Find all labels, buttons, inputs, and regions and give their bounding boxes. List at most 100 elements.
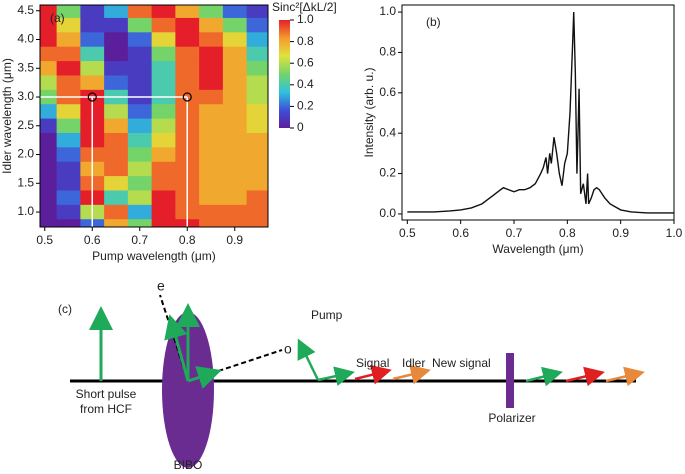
x-tick-label: 0.9 — [226, 233, 243, 247]
heatmap-cell — [56, 46, 81, 62]
heatmap-cell — [246, 61, 268, 76]
plot-frame — [401, 4, 675, 221]
marker — [87, 92, 97, 102]
heatmap-cell — [246, 204, 268, 220]
heatmap-cell — [40, 17, 58, 33]
y-tick-label: 4.0 — [17, 32, 34, 46]
signal-label: Signal — [356, 356, 389, 370]
heatmap-cell — [104, 132, 129, 148]
heatmap-cell — [104, 204, 129, 220]
heatmap-cell — [151, 61, 176, 76]
idler-arrow — [565, 366, 605, 387]
heatmap-cell — [246, 75, 268, 91]
e-label: e — [157, 278, 165, 294]
y-tick-label: 4.5 — [17, 3, 34, 17]
heatmap-cell — [104, 32, 129, 48]
heatmap-cells — [40, 5, 268, 227]
heatmap-cell — [56, 190, 81, 206]
y-tick-label: 2.5 — [17, 118, 34, 132]
heatmap-cell — [56, 32, 81, 48]
x-tick-label: 0.9 — [612, 226, 629, 240]
polarization-arrow — [164, 314, 190, 382]
polarizer-label: Polarizer — [488, 411, 535, 425]
heatmap-cell — [127, 190, 153, 206]
heatmap-cell — [151, 5, 176, 19]
heatmap-cell — [222, 5, 248, 19]
o-label: o — [284, 341, 292, 357]
heatmap-cell — [80, 75, 105, 91]
heatmap-cell — [246, 118, 268, 134]
x-tick-label: 0.7 — [506, 226, 523, 240]
heatmap-cell — [222, 61, 248, 76]
heatmap-cell — [246, 46, 268, 62]
heatmap-cell — [222, 89, 248, 105]
idler-label: Idler — [402, 356, 425, 370]
heatmap-cell — [40, 5, 58, 19]
heatmap-cell — [104, 46, 129, 62]
panel-label: (b) — [426, 15, 441, 29]
heatmap-cell — [104, 75, 129, 91]
heatmap-cell — [104, 5, 129, 19]
heatmap-cell — [127, 17, 153, 33]
heatmap-cell — [199, 161, 224, 177]
heatmap-cell — [151, 118, 176, 134]
heatmap-cell — [222, 176, 248, 191]
heatmap-cell — [80, 32, 105, 48]
y-tick-label: 1.0 — [17, 204, 34, 218]
heatmap-cell — [199, 132, 224, 148]
signal-arrow — [525, 366, 563, 387]
heatmap-cell — [40, 32, 58, 48]
heatmap-cell — [222, 104, 248, 120]
heatmap-cell — [246, 147, 268, 163]
x-tick-label: 0.6 — [452, 226, 469, 240]
heatmap-cell — [56, 118, 81, 134]
heatmap-cell — [175, 46, 200, 62]
heatmap-cell — [127, 5, 153, 19]
heatmap-cell — [40, 204, 58, 220]
heatmap-cell — [56, 104, 81, 120]
heatmap-cell — [104, 190, 129, 206]
heatmap-cell — [151, 75, 176, 91]
heatmap-cell — [151, 204, 176, 220]
heatmap-cell — [40, 118, 58, 134]
heatmap-cell — [40, 61, 58, 76]
heatmap-cell — [56, 176, 81, 191]
heatmap-cell — [246, 219, 268, 227]
y-tick-label: 0.2 — [379, 166, 396, 180]
y-tick-label: 2.0 — [17, 147, 34, 161]
heatmap-cell — [104, 219, 129, 227]
y-tick-label: 0.6 — [379, 85, 396, 99]
heatmap-cell — [40, 147, 58, 163]
heatmap-cell — [127, 132, 153, 148]
heatmap-cell — [199, 46, 224, 62]
heatmap-cell — [104, 176, 129, 191]
y-tick-label: 1.0 — [379, 4, 396, 18]
heatmap-cell — [40, 190, 58, 206]
y-tick-label: 1.5 — [17, 175, 34, 189]
heatmap-cell — [104, 147, 129, 163]
heatmap-cell — [199, 104, 224, 120]
spectrum-line — [407, 12, 674, 214]
colorbar-tick-label: 0 — [297, 120, 304, 134]
heatmap-cell — [40, 75, 58, 91]
e-axis — [159, 294, 189, 382]
source-label: from HCF — [80, 402, 132, 416]
y-tick-label: 0.0 — [379, 206, 396, 220]
heatmap-cell — [127, 118, 153, 134]
heatmap-cell — [222, 190, 248, 206]
heatmap-cell — [151, 32, 176, 48]
heatmap-cell — [127, 147, 153, 163]
heatmap-cell — [222, 46, 248, 62]
heatmap-cell — [127, 176, 153, 191]
heatmap-cell — [40, 219, 58, 227]
heatmap-cell — [199, 147, 224, 163]
colorbar-label: Sinc²[ΔkL/2] — [272, 0, 337, 14]
heatmap-cell — [246, 176, 268, 191]
bibo-crystal — [162, 312, 214, 468]
heatmap-cell — [246, 17, 268, 33]
heatmap-cell — [56, 161, 81, 177]
crystal-label: BIBO — [174, 458, 203, 472]
x-axis-label: Wavelength (μm) — [492, 242, 583, 256]
heatmap-cell — [80, 17, 105, 33]
heatmap-cell — [151, 17, 176, 33]
